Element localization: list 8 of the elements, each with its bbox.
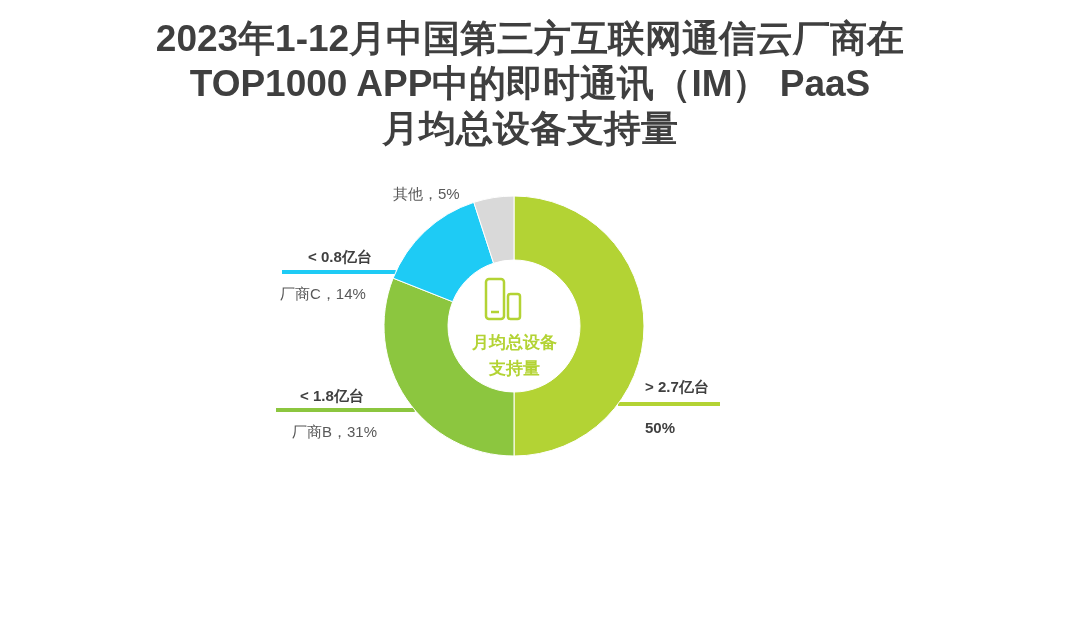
title: TOP1000 APP中的即时通讯（IM） PaaS [189,63,871,104]
annotation: < 1.8亿台 [300,387,364,404]
title: 2023年1-12月中国第三方互联网通信云厂商在 [155,18,905,59]
annotation: 支持量 [488,359,540,378]
annotation: < 0.8亿台 [308,248,372,265]
title: 月均总设备支持量 [382,108,678,149]
annotation: > 2.7亿台 [645,378,709,395]
annotation: 月均总设备 [471,333,557,352]
